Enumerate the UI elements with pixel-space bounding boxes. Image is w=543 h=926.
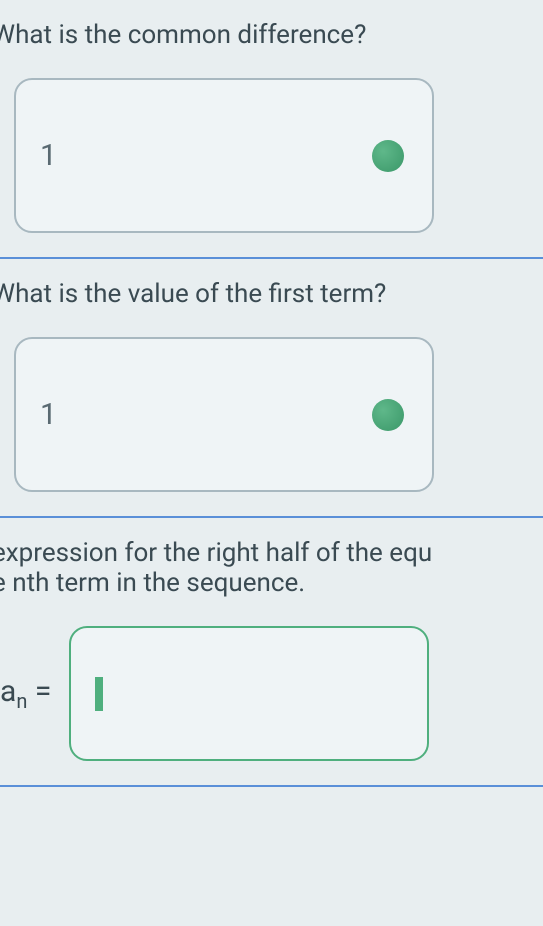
correct-status-icon: [372, 140, 404, 172]
question-text-3-line1: expression for the right half of the equ: [0, 538, 432, 568]
expression-input-box[interactable]: [69, 626, 429, 761]
answer-input-box-1[interactable]: 1: [14, 78, 434, 233]
expression-sub: n: [16, 689, 27, 713]
question-text-2: What is the value of the first term?: [0, 279, 543, 309]
answer-input-box-2[interactable]: 1: [14, 337, 434, 492]
expression-eq: =: [27, 674, 51, 709]
answer-value-2: 1: [40, 397, 57, 432]
correct-status-icon: [372, 399, 404, 431]
question-text-1: What is the common difference?: [0, 20, 543, 50]
expression-row: an =: [0, 626, 543, 761]
expression-label: an =: [0, 674, 51, 713]
answer-value-1: 1: [40, 138, 57, 173]
expression-base: a: [0, 674, 16, 709]
text-cursor-icon: [95, 677, 103, 711]
question-section-2: What is the value of the first term? 1: [0, 259, 543, 518]
question-section-1: What is the common difference? 1: [0, 0, 543, 259]
question-text-3-line2: e nth term in the sequence.: [0, 568, 305, 598]
question-section-3: expression for the right half of the equ…: [0, 518, 543, 787]
question-text-3: expression for the right half of the equ…: [0, 538, 543, 598]
